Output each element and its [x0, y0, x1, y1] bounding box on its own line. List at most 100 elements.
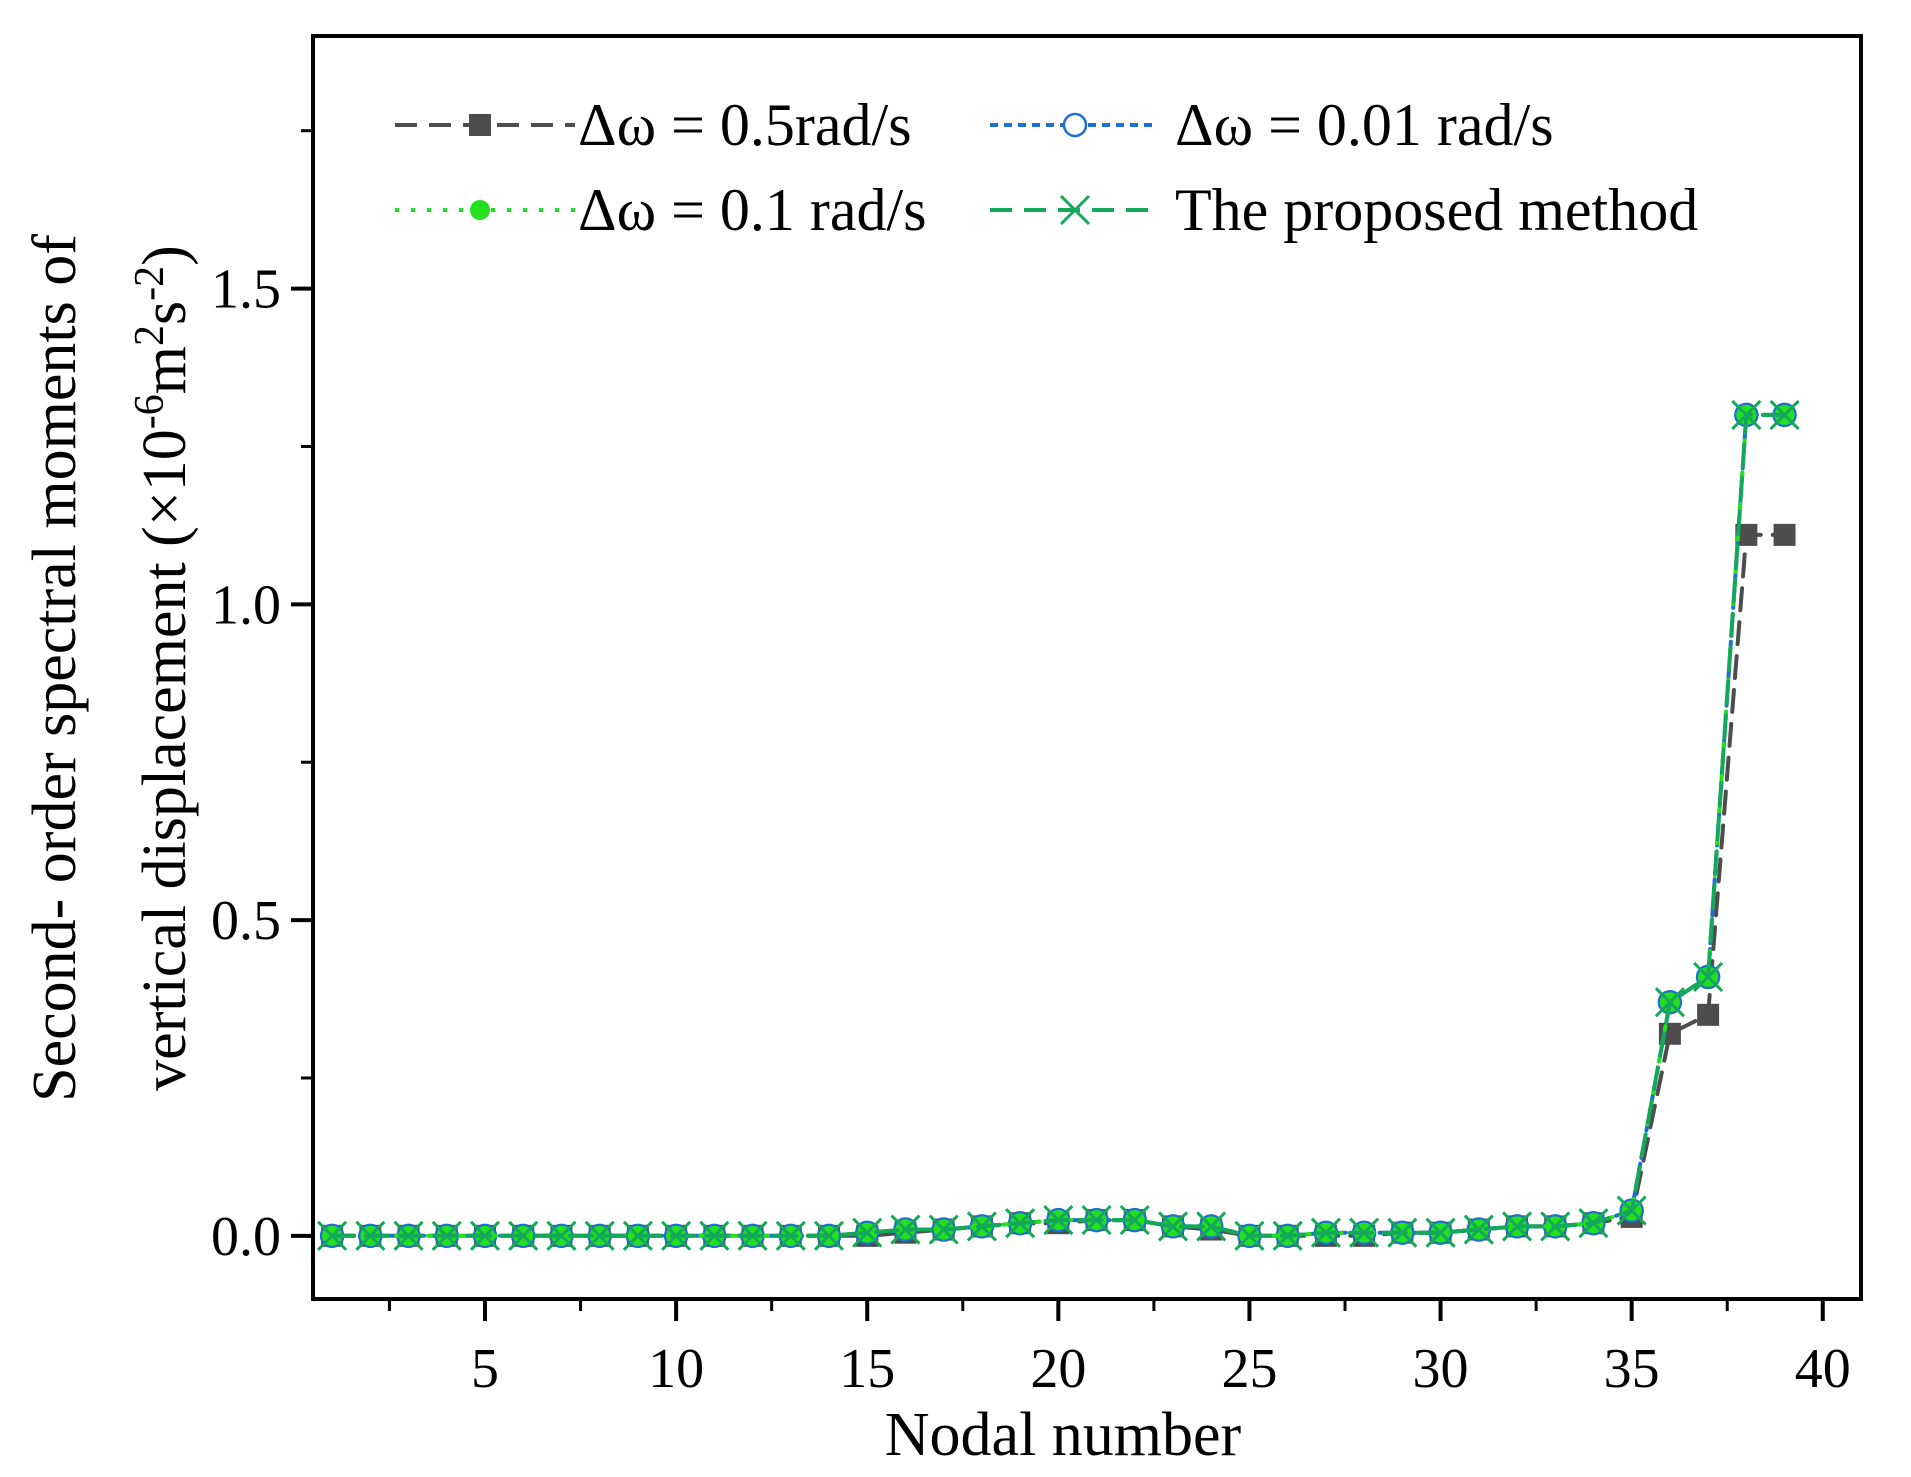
series-3-point-28 [1349, 1217, 1380, 1248]
series-3-point-18 [966, 1211, 997, 1242]
series-3-point-6-stroke-b [508, 1220, 539, 1251]
series-3-point-34 [1578, 1208, 1609, 1239]
series-3-point-32 [1501, 1211, 1533, 1242]
y-axis-title-suffix: ) [131, 245, 199, 266]
x-tick-label-40: 40 [1795, 1338, 1851, 1400]
x-tick-label-30: 30 [1413, 1338, 1469, 1400]
legend-marker-3 [1059, 194, 1091, 226]
y-tick-label-0.5: 0.5 [211, 890, 281, 952]
series-3-line [330, 412, 1787, 1238]
series-3-point-2 [355, 1220, 386, 1251]
y-tick-label-0: 0.0 [211, 1206, 281, 1268]
series-3-point-19-stroke-b [1005, 1208, 1036, 1239]
legend-marker-0 [469, 114, 491, 136]
series-0 [321, 523, 1796, 1247]
series-3-point-26 [1272, 1220, 1303, 1251]
y-axis-title-prefix: vertical displacement (×10 [131, 429, 199, 1091]
series-3-point-38-stroke-b [1731, 399, 1762, 430]
series-3-point-8-stroke-b [584, 1220, 615, 1251]
series-3-point-11 [699, 1220, 730, 1251]
series-3-point-30 [1425, 1217, 1456, 1248]
series-3-point-9 [622, 1220, 653, 1251]
series-3-point-27-stroke-b [1310, 1217, 1341, 1248]
series-3-point-37 [1693, 961, 1724, 992]
series-3-point-35 [1616, 1195, 1647, 1226]
legend-marker-1 [1062, 112, 1088, 138]
y-axis-title-exp2: 2 [127, 325, 173, 346]
x-tick-label-20: 20 [1030, 1338, 1086, 1400]
series-layer [317, 399, 1800, 1251]
series-3-point-7-stroke-b [546, 1220, 577, 1251]
series-3-point-5 [469, 1220, 501, 1251]
series-3-point-39 [1769, 399, 1800, 430]
y-tick-label-1: 1.0 [211, 574, 281, 636]
series-3-point-30-stroke-b [1425, 1217, 1456, 1248]
series-3-point-31 [1463, 1214, 1494, 1245]
series-3-point-17 [928, 1214, 959, 1245]
series-3-point-20-stroke-b [1043, 1205, 1074, 1236]
series-3-point-12 [737, 1220, 768, 1251]
series-3-point-6 [508, 1220, 539, 1251]
legend-label-2: Δω = 0.1 rad/s [578, 177, 927, 243]
series-3-point-39-stroke-b [1769, 399, 1800, 430]
series-3-point-25-stroke-b [1234, 1220, 1265, 1251]
series-3-point-26-stroke-b [1272, 1220, 1303, 1251]
series-3-point-4-stroke-b [431, 1220, 462, 1251]
series-3-point-15 [852, 1217, 883, 1248]
series-3-point-9-stroke-b [622, 1220, 653, 1251]
x-tick-label-10: 10 [648, 1338, 704, 1400]
series-3-point-33-stroke-b [1540, 1211, 1571, 1242]
legend-label-0: Δω = 0.5rad/s [578, 92, 912, 158]
series-3-point-12-stroke-b [737, 1220, 768, 1251]
y-tick-label-1.5: 1.5 [211, 259, 281, 321]
series-3-point-37-stroke-b [1693, 961, 1724, 992]
series-3-point-24 [1196, 1211, 1227, 1242]
series-3-point-38 [1731, 399, 1762, 430]
x-tick-label-15: 15 [839, 1338, 895, 1400]
series-3-point-35-stroke-b [1616, 1195, 1647, 1226]
series-3-point-3-stroke-b [393, 1220, 424, 1251]
legend-item-3: The proposed method [990, 177, 1698, 243]
series-3-point-27 [1310, 1217, 1341, 1248]
x-axis-title: Nodal number [885, 1401, 1242, 1469]
x-tick-label-5: 5 [471, 1338, 499, 1400]
series-3-point-13-stroke-b [775, 1220, 806, 1251]
series-3-point-11-stroke-b [699, 1220, 730, 1251]
series-3-point-4 [431, 1220, 462, 1251]
series-3-point-29-stroke-b [1387, 1217, 1418, 1248]
series-3-point-1 [317, 1220, 348, 1251]
series-3-point-18-stroke-b [966, 1211, 997, 1242]
y-axis-title-mid: m [131, 346, 199, 394]
series-3-point-22 [1119, 1205, 1150, 1236]
series-3-point-23 [1157, 1211, 1189, 1242]
series-3 [317, 399, 1800, 1251]
axes-layer: 5 10 15 20 25 30 35 40 0.0 0.5 1.0 1.5 [211, 129, 1851, 1400]
series-3-point-32-stroke-b [1501, 1211, 1533, 1242]
y-axis-title-line2: vertical displacement (×10-6m2s-2) [127, 245, 199, 1091]
series-3-point-22-stroke-b [1119, 1205, 1150, 1236]
series-0-point-39 [1773, 523, 1796, 546]
legend-item-0: Δω = 0.5rad/s [395, 92, 912, 158]
series-3-point-1-stroke-b [317, 1220, 348, 1251]
series-3-point-17-stroke-b [928, 1214, 959, 1245]
series-3-point-2-stroke-b [355, 1220, 386, 1251]
series-3-point-5-stroke-b [469, 1220, 501, 1251]
series-3-point-15-stroke-b [852, 1217, 883, 1248]
series-3-point-10 [661, 1220, 692, 1251]
series-3-point-29 [1387, 1217, 1418, 1248]
legend-item-1: Δω = 0.01 rad/s [990, 92, 1554, 158]
legend-label-3: The proposed method [1175, 177, 1698, 243]
series-3-point-10-stroke-b [661, 1220, 692, 1251]
series-3-point-31-stroke-b [1463, 1214, 1494, 1245]
series-3-point-14 [813, 1220, 845, 1251]
series-3-point-33 [1540, 1211, 1571, 1242]
series-3-point-23-stroke-b [1157, 1211, 1189, 1242]
series-3-point-34-stroke-b [1578, 1208, 1609, 1239]
series-3-point-36 [1654, 987, 1685, 1018]
y-axis-title-exp1: -6 [127, 394, 173, 429]
series-3-point-21-stroke-b [1081, 1205, 1112, 1236]
series-3-point-7 [546, 1220, 577, 1251]
series-3-point-24-stroke-b [1196, 1211, 1227, 1242]
legend-label-1: Δω = 0.01 rad/s [1175, 92, 1554, 158]
y-axis-title-line1: Second- order spectral moments of [21, 234, 89, 1102]
